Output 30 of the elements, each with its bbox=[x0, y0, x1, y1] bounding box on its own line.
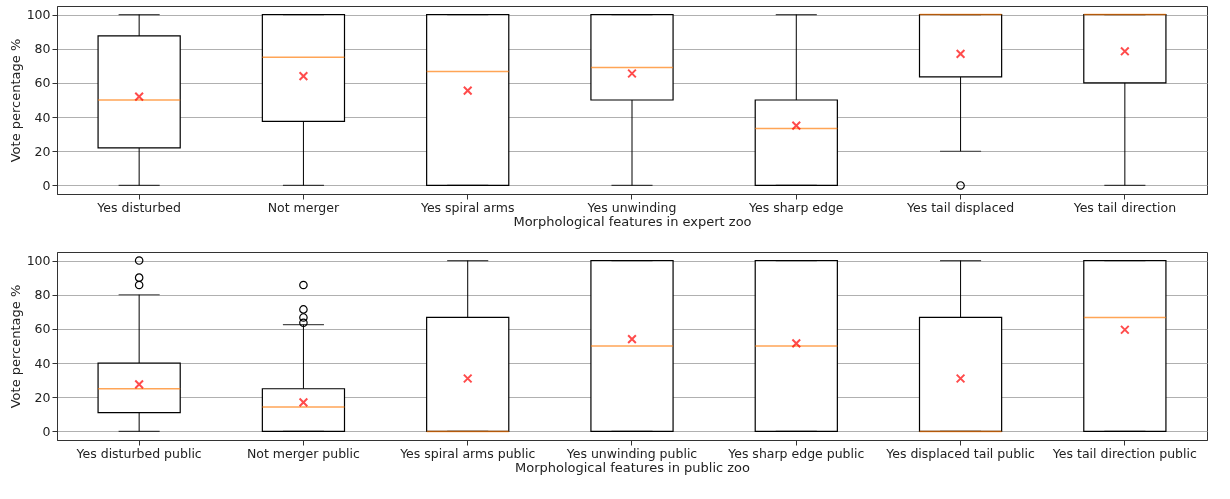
x-tick-label: Yes tail direction bbox=[1072, 199, 1177, 215]
x-tick-label: Yes tail direction public bbox=[1051, 445, 1197, 461]
y-tick-label: 40 bbox=[34, 355, 51, 371]
x-tick-label: Yes disturbed bbox=[96, 199, 181, 215]
x-tick-label: Yes sharp edge bbox=[748, 199, 844, 215]
x-tick-label: Not merger public bbox=[246, 445, 361, 461]
y-tick-label: 80 bbox=[34, 287, 51, 303]
x-tick-label: Yes disturbed public bbox=[75, 445, 202, 461]
x-tick-label: Yes unwinding public bbox=[565, 445, 698, 461]
x-axis-title: Morphological features in public zoo bbox=[514, 460, 751, 475]
x-tick-label: Yes displaced tail public bbox=[885, 445, 1036, 461]
x-tick-label: Yes spiral arms bbox=[419, 199, 515, 215]
x-tick-label: Yes unwinding bbox=[586, 199, 677, 215]
x-tick-label: Yes spiral arms public bbox=[399, 445, 536, 461]
y-axis-title: Vote percentage % bbox=[7, 38, 23, 163]
y-tick-label: 20 bbox=[34, 389, 51, 405]
y-tick-label: 80 bbox=[34, 41, 51, 57]
y-tick-label: 40 bbox=[34, 109, 51, 125]
y-axis-title: Vote percentage % bbox=[7, 284, 23, 409]
y-tick-label: 100 bbox=[26, 7, 51, 23]
y-tick-label: 100 bbox=[26, 253, 51, 269]
x-tick-label: Not merger bbox=[267, 199, 340, 215]
y-tick-label: 20 bbox=[34, 143, 51, 159]
y-tick-label: 0 bbox=[42, 177, 51, 193]
x-tick-label: Yes tail displaced bbox=[906, 199, 1015, 215]
y-tick-label: 60 bbox=[34, 321, 51, 337]
x-axis-title: Morphological features in expert zoo bbox=[513, 214, 752, 229]
x-tick-label: Yes sharp edge public bbox=[727, 445, 865, 461]
y-tick-label: 0 bbox=[42, 423, 51, 439]
y-tick-label: 60 bbox=[34, 75, 51, 91]
